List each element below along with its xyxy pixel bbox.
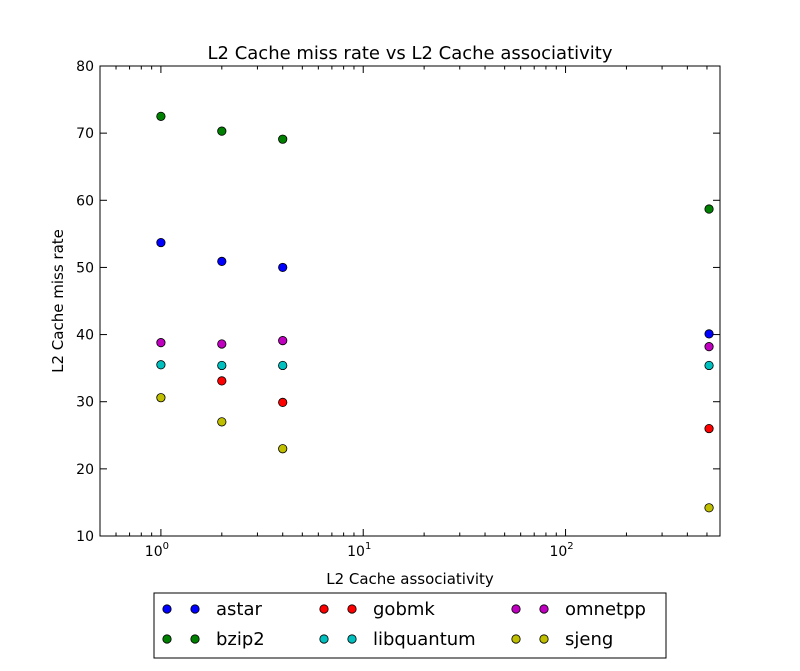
legend-marker-left	[162, 634, 172, 644]
data-point-gobmk	[704, 423, 714, 434]
y-tick-label: 60	[76, 193, 94, 209]
legend-marker-left	[319, 604, 329, 614]
series-astar	[156, 237, 714, 339]
legend-marker-left	[162, 604, 172, 614]
data-point-astar	[156, 237, 166, 248]
y-tick-label: 20	[76, 462, 94, 478]
legend-label: omnetpp	[565, 599, 646, 620]
data-point-astar	[704, 329, 714, 339]
data-point-omnetpp	[278, 336, 288, 346]
legend-marker-right	[347, 604, 357, 614]
plot-frame	[99, 65, 721, 537]
legend-items: astar bzip2 gobmk libquantum omnetpp sjeng	[162, 599, 646, 650]
data-point-libquantum	[217, 360, 227, 371]
data-point-libquantum	[278, 360, 288, 371]
y-tick-label: 70	[76, 126, 94, 142]
y-tick-label: 80	[76, 59, 94, 75]
data-point-libquantum	[156, 360, 166, 370]
y-tick-label: 50	[76, 260, 94, 276]
data-point-bzip2	[156, 111, 166, 121]
series-omnetpp	[156, 336, 714, 352]
y-tick-label: 10	[76, 529, 94, 545]
y-tick-label: 30	[76, 395, 94, 411]
legend-box	[153, 592, 667, 659]
data-point-gobmk	[217, 376, 227, 386]
series-gobmk	[217, 376, 714, 434]
legend-entry: gobmk	[319, 599, 435, 620]
legend-marker-right	[190, 604, 200, 614]
data-point-bzip2	[217, 126, 227, 136]
legend-entry: bzip2	[162, 629, 265, 650]
legend-label: libquantum	[373, 629, 476, 650]
legend-label: bzip2	[216, 629, 265, 650]
series-sjeng	[156, 393, 714, 513]
data-point-sjeng	[156, 393, 166, 403]
data-point-libquantum	[704, 360, 714, 371]
legend-label: gobmk	[373, 599, 435, 620]
data-point-sjeng	[278, 444, 288, 454]
legend-marker-right	[539, 634, 549, 644]
x-tick-label: 101	[347, 541, 371, 560]
legend-marker-right	[347, 634, 357, 644]
legend-label: sjeng	[565, 629, 613, 650]
y-tick-label: 40	[76, 328, 94, 344]
legend-label: astar	[216, 599, 262, 620]
chart-title: L2 Cache miss rate vs L2 Cache associati…	[208, 43, 613, 64]
data-point-sjeng	[217, 417, 227, 427]
series-bzip2	[156, 111, 714, 214]
legend-entry: astar	[162, 599, 262, 620]
legend-marker-right	[190, 634, 200, 644]
data-point-omnetpp	[217, 339, 227, 349]
y-axis-title: L2 Cache miss rate	[49, 229, 67, 373]
legend-marker-left	[511, 634, 521, 644]
legend-marker-left	[511, 604, 521, 614]
legend-entry: libquantum	[319, 629, 476, 650]
legend-marker-right	[539, 604, 549, 614]
data-point-astar	[278, 262, 288, 273]
series-libquantum	[156, 360, 714, 371]
y-axis-ticks: 10 20 30 40 50 60 70 80	[76, 59, 720, 545]
x-axis-title: L2 Cache associativity	[326, 570, 494, 588]
data-point-omnetpp	[704, 342, 714, 352]
data-points	[156, 111, 714, 513]
x-tick-label: 102	[549, 541, 573, 560]
legend-marker-left	[319, 634, 329, 644]
legend-entry: sjeng	[511, 629, 613, 650]
data-point-omnetpp	[156, 338, 166, 348]
x-tick-label: 100	[145, 541, 169, 560]
data-point-bzip2	[704, 204, 714, 214]
legend-entry: omnetpp	[511, 599, 646, 620]
data-point-bzip2	[278, 134, 288, 144]
data-point-gobmk	[278, 397, 288, 407]
legend: astar bzip2 gobmk libquantum omnetpp sjeng	[153, 592, 667, 659]
data-point-astar	[217, 256, 227, 266]
x-axis-ticks: 100 101 102	[99, 66, 708, 560]
data-point-sjeng	[704, 503, 714, 513]
